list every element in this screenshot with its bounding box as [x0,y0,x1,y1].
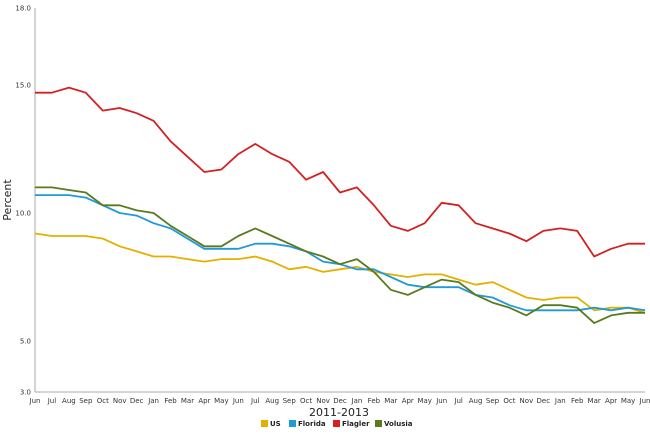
x-tick-label: Sep [79,397,93,405]
y-tick-label: 3.0 [20,389,31,397]
legend-label-florida: Florida [298,420,326,428]
x-tick-label: Sep [283,397,297,405]
x-tick-label: Dec [130,397,144,405]
x-tick-label: Oct [503,397,515,405]
x-tick-label: Mar [588,397,601,405]
x-tick-label: Jan [147,397,159,405]
series-line-us [34,232,646,314]
x-tick-label: Nov [113,397,127,405]
x-tick-label: Nov [520,397,534,405]
legend-swatch-volusia [375,420,382,427]
series-line-volusia [35,186,645,325]
x-tick-label: Mar [181,397,194,405]
series-line-flagler [35,86,645,258]
x-tick-label: Feb [368,397,381,405]
legend-label-volusia: Volusia [384,420,413,428]
x-tick-label: Dec [333,397,347,405]
x-tick-label: Oct [97,397,109,405]
y-tick-label: 10.0 [15,210,31,218]
x-tick-label: Aug [62,397,76,405]
x-tick-label: Feb [571,397,584,405]
x-axis-ticks: Jun Jul Aug Sep Oct Nov Dec Jan Feb Mar Apr May Jun J… [29,397,650,405]
legend-label-us: US [270,420,281,428]
x-tick-label: Nov [316,397,330,405]
x-tick-label: Jun [435,397,447,405]
y-tick-label: 15.0 [15,82,31,90]
x-tick-label: May [214,397,228,405]
x-tick-label: May [621,397,635,405]
x-tick-label: Jun [639,397,650,405]
legend-swatch-florida [289,420,296,427]
x-tick-label: Jul [250,397,260,405]
x-tick-label: Aug [469,397,483,405]
y-tick-label: 5.0 [20,338,31,346]
x-tick-label: Jul [47,397,57,405]
x-tick-label: Jan [351,397,363,405]
x-tick-label: Mar [384,397,397,405]
x-tick-label: Sep [486,397,500,405]
y-axis-title: Percent [1,179,14,221]
x-tick-label: Feb [164,397,177,405]
x-tick-label: Apr [402,397,414,405]
x-tick-label: Jul [453,397,463,405]
legend-swatch-us [261,420,268,427]
x-tick-label: Apr [198,397,210,405]
y-tick-label: 18.0 [15,5,31,13]
series-group [34,86,646,325]
x-tick-label: Jan [554,397,566,405]
series-line-florida [35,194,646,312]
x-tick-label: Dec [537,397,551,405]
legend-swatch-flagler [333,420,340,427]
legend: US Florida Flagler Volusia [261,420,413,428]
plot-lines [34,8,645,393]
x-tick-label: May [417,397,431,405]
legend-label-flagler: Flagler [342,420,370,428]
y-axis-ticks: 18.0 15.0 10.0 5.0 3.0 [15,5,31,397]
x-axis-title: 2011-2013 [309,406,369,419]
x-tick-label: Apr [605,397,617,405]
x-tick-label: Jun [29,397,41,405]
x-tick-label: Oct [300,397,312,405]
x-tick-label: Jun [232,397,244,405]
x-tick-label: Aug [265,397,279,405]
